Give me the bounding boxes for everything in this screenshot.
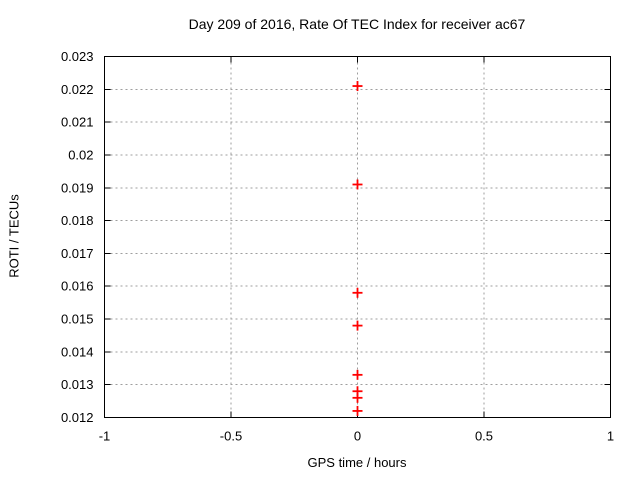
y-tick-label: 0.016 xyxy=(61,279,94,294)
data-point-marker xyxy=(352,369,363,380)
y-tick-label: 0.017 xyxy=(61,246,94,261)
x-tick-label: 0 xyxy=(354,429,361,444)
y-tick-label: 0.012 xyxy=(61,410,94,425)
y-tick-label: 0.021 xyxy=(61,115,94,130)
y-tick-label: 0.02 xyxy=(68,147,93,162)
x-tick-label: 1 xyxy=(607,429,614,444)
y-tick-label: 0.015 xyxy=(61,312,94,327)
data-point-marker xyxy=(352,179,363,190)
data-point-marker xyxy=(352,287,363,298)
data-point-marker xyxy=(352,405,363,416)
y-tick-label: 0.019 xyxy=(61,180,94,195)
y-tick-label: 0.022 xyxy=(61,82,94,97)
data-point-marker xyxy=(352,392,363,403)
y-tick-label: 0.023 xyxy=(61,49,94,64)
y-tick-label: 0.014 xyxy=(61,344,94,359)
x-tick-label: -0.5 xyxy=(220,429,242,444)
y-tick-label: 0.018 xyxy=(61,213,94,228)
y-tick-label: 0.013 xyxy=(61,377,94,392)
x-tick-label: -1 xyxy=(99,429,111,444)
chart-title: Day 209 of 2016, Rate Of TEC Index for r… xyxy=(188,16,526,32)
data-point-marker xyxy=(352,81,363,92)
x-axis-label: GPS time / hours xyxy=(307,455,407,470)
x-tick-label: 0.5 xyxy=(475,429,493,444)
data-point-marker xyxy=(352,320,363,331)
